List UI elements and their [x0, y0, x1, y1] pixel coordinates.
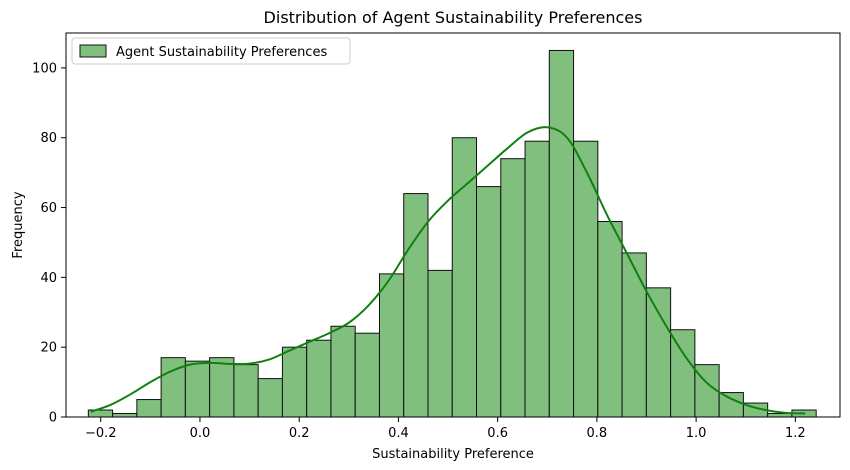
histogram-bar: [209, 357, 235, 418]
x-tick-label: 0.0: [190, 426, 211, 441]
y-tick-label: 40: [40, 271, 57, 286]
plot-frame: [65, 32, 841, 418]
y-tick-label: 80: [40, 131, 57, 146]
histogram-bar: [476, 186, 502, 418]
histogram-bar: [524, 140, 550, 418]
chart-title: Distribution of Agent Sustainability Pre…: [264, 8, 643, 27]
bars-group: [87, 49, 817, 418]
x-tick-label: 1.0: [686, 426, 707, 441]
y-tick-label: 0: [49, 411, 57, 426]
y-axis: 0 20 40 60 80 100: [32, 61, 66, 426]
histogram-bar: [136, 399, 162, 418]
x-tick-label: 0.2: [289, 426, 310, 441]
histogram-bar: [718, 392, 744, 418]
legend-swatch: [79, 44, 107, 58]
y-axis-label: Frequency: [11, 191, 26, 258]
histogram-bar: [281, 346, 308, 418]
legend-label: Agent Sustainability Preferences: [116, 45, 327, 60]
histogram-bar: [306, 339, 332, 418]
x-tick-label: −0.2: [85, 426, 117, 441]
histogram-bar: [257, 378, 283, 418]
kde-curve: [90, 126, 806, 415]
histogram-bar: [184, 360, 211, 418]
histogram-bar: [645, 287, 672, 418]
x-axis: −0.2 0.0 0.2 0.4 0.6 0.8 1.0 1.2: [85, 417, 806, 441]
y-tick-label: 60: [40, 201, 57, 216]
histogram-bar: [621, 252, 647, 418]
histogram-bar: [330, 325, 356, 418]
x-tick-label: 1.2: [785, 426, 806, 441]
histogram-bar: [233, 364, 259, 418]
legend-box: [71, 37, 351, 65]
x-axis-label: Sustainability Preference: [372, 447, 534, 462]
histogram-bar: [573, 140, 599, 418]
histogram-bar: [378, 273, 405, 418]
legend: Agent Sustainability Preferences: [71, 37, 351, 65]
y-tick-label: 100: [32, 61, 57, 76]
histogram-bar: [767, 413, 793, 418]
histogram-bar: [500, 158, 526, 418]
histogram-bar: [597, 221, 623, 418]
x-tick-label: 0.4: [388, 426, 409, 441]
x-tick-label: 0.6: [487, 426, 508, 441]
histogram-bar: [670, 329, 696, 418]
histogram-bar: [548, 49, 575, 418]
histogram-bar: [427, 269, 453, 418]
y-tick-label: 20: [40, 341, 57, 356]
x-tick-label: 0.8: [587, 426, 608, 441]
histogram-bar: [354, 332, 380, 418]
histogram-bar: [112, 413, 138, 418]
